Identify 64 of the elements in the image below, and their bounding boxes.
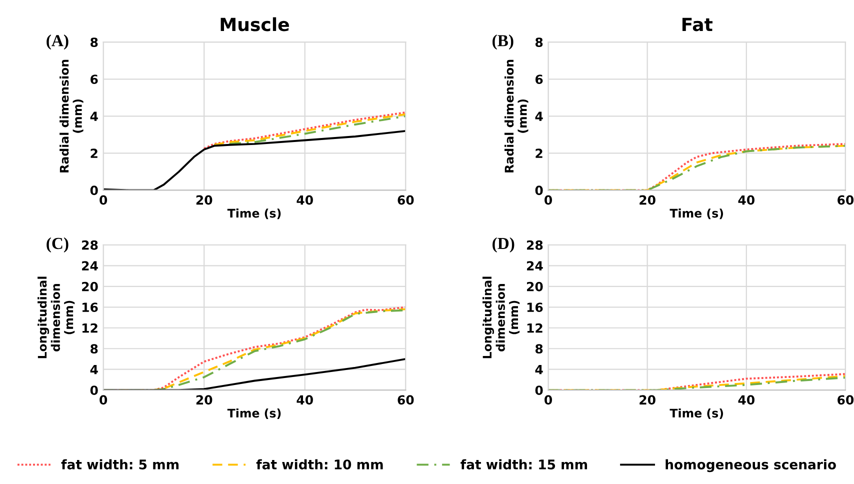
x-tick-label: 40: [296, 195, 313, 205]
y-tick-label: 0: [535, 386, 543, 396]
y-tick-label: 0: [535, 186, 543, 196]
chart-title: Muscle: [220, 17, 289, 32]
text: (C): [46, 237, 68, 252]
y-tick-label: 4: [90, 364, 98, 374]
y-tick-label: 28: [527, 240, 543, 250]
text: (B): [492, 34, 514, 50]
x-tick-label: 0: [544, 195, 552, 205]
y-tick-label: 24: [527, 261, 543, 270]
y-tick-label: 12: [527, 323, 542, 333]
legend-label: fat width: 5 mm: [61, 459, 179, 470]
x-tick-label: 20: [640, 395, 656, 405]
chart-title: Fat: [682, 18, 712, 32]
y-axis-title: Radial dimension (mm): [60, 60, 84, 172]
text: (D): [492, 237, 514, 252]
legend-label: fat width: 15 mm: [460, 459, 588, 470]
y-tick-label: 20: [82, 282, 98, 292]
y-tick-label: 16: [527, 302, 543, 312]
x-tick-label: 60: [838, 395, 854, 405]
y-tick-label: 0: [90, 386, 98, 396]
x-tick-label: 40: [738, 395, 754, 405]
y-axis-title: Radial dimension (mm): [504, 60, 528, 172]
y-tick-label: 8: [535, 38, 543, 48]
y-tick-label: 0: [90, 186, 98, 196]
y-tick-label: 8: [535, 344, 543, 354]
x-tick-label: 60: [838, 195, 854, 205]
y-tick-label: 8: [90, 344, 98, 354]
y-tick-label: 12: [82, 323, 98, 333]
y-tick-label: 4: [90, 112, 98, 121]
line-series: [203, 111, 406, 150]
y-tick-label: 4: [535, 364, 543, 374]
y-tick-label: 6: [90, 74, 98, 84]
y-tick-label: 2: [90, 148, 98, 158]
line-series: [228, 115, 406, 145]
x-axis-title: Time (s): [670, 408, 724, 419]
line-series: [213, 113, 406, 146]
x-tick-label: 40: [296, 395, 313, 405]
x-tick-label: 20: [196, 195, 212, 205]
x-tick-label: 0: [100, 195, 108, 205]
x-tick-label: 20: [640, 195, 656, 205]
x-tick-label: 20: [196, 395, 212, 405]
x-tick-label: 0: [100, 395, 108, 405]
line-series: [103, 358, 406, 390]
x-tick-label: 0: [544, 395, 552, 405]
x-tick-label: 60: [398, 395, 414, 405]
x-axis-title: Time (s): [227, 408, 281, 419]
x-axis-title: Time (s): [227, 208, 281, 220]
y-tick-label: 8: [90, 38, 98, 48]
x-axis-title: Time (s): [670, 208, 724, 220]
y-tick-label: 2: [536, 148, 542, 158]
legend-label: fat width: 10 mm: [256, 459, 383, 470]
y-axis-title: Longitudinal dimension (mm): [482, 276, 520, 358]
y-axis-title: Longitudinal dimension (mm): [38, 276, 75, 358]
y-tick-label: 16: [82, 302, 98, 312]
text: (A): [46, 34, 68, 50]
y-tick-label: 4: [535, 112, 543, 121]
x-tick-label: 40: [738, 195, 754, 205]
legend-label: homogeneous scenario: [666, 459, 836, 472]
y-tick-label: 6: [535, 74, 543, 84]
y-tick-label: 28: [82, 240, 98, 250]
x-tick-label: 60: [398, 195, 414, 205]
y-tick-label: 24: [82, 261, 98, 270]
y-tick-label: 20: [527, 282, 543, 292]
